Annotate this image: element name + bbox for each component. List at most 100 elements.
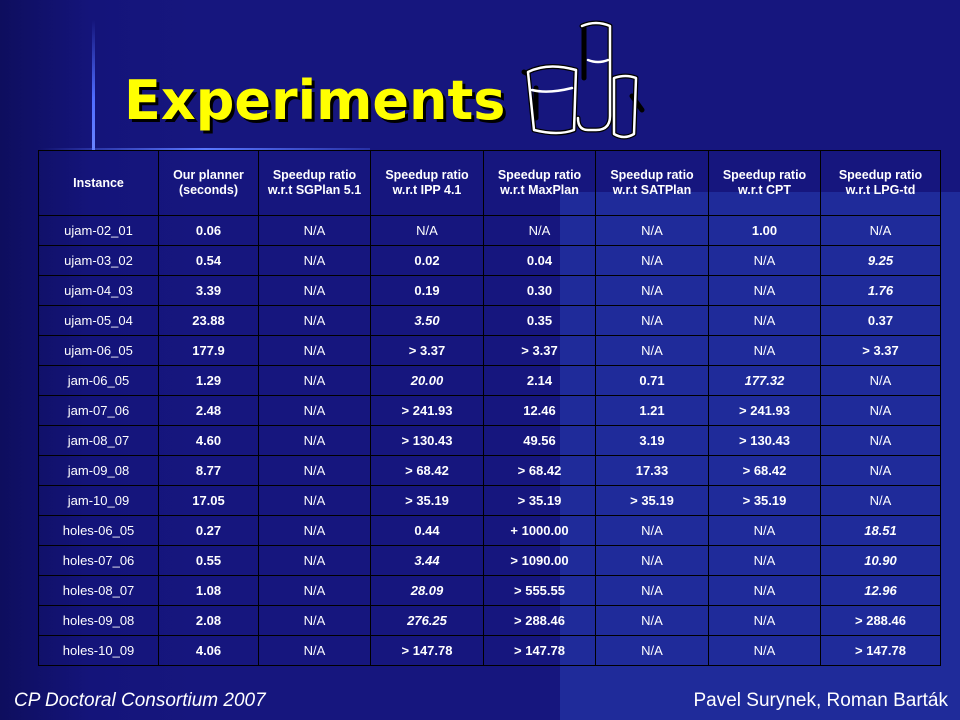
value-cell: N/A [595, 635, 709, 666]
value-cell: N/A [258, 575, 371, 606]
instance-cell: holes-07_06 [38, 545, 159, 576]
instance-cell: ujam-03_02 [38, 245, 159, 276]
value-cell: 17.33 [595, 455, 709, 486]
instance-cell: jam-07_06 [38, 395, 159, 426]
value-cell: N/A [258, 395, 371, 426]
value-cell: N/A [820, 395, 941, 426]
value-cell: > 130.43 [370, 425, 484, 456]
value-cell: N/A [595, 335, 709, 366]
column-header: Speedup ratio w.r.t LPG-td [820, 150, 941, 216]
table-row: ujam-05_04 23.88 N/A 3.50 0.35 N/A N/A 0.37 [38, 305, 941, 336]
value-cell: > 68.42 [708, 455, 821, 486]
instance-cell: jam-10_09 [38, 485, 159, 516]
value-cell: N/A [258, 545, 371, 576]
value-cell: 1.00 [708, 215, 821, 246]
value-cell: 12.96 [820, 575, 941, 606]
value-cell: 1.76 [820, 275, 941, 306]
value-cell: N/A [370, 215, 484, 246]
instance-cell: jam-09_08 [38, 455, 159, 486]
value-cell: > 241.93 [708, 395, 821, 426]
table-row: ujam-06_05 177.9 N/A > 3.37 > 3.37 N/A N/A > 3.… [38, 335, 941, 366]
instance-cell: ujam-04_03 [38, 275, 159, 306]
value-cell: > 35.19 [483, 485, 596, 516]
value-cell: 12.46 [483, 395, 596, 426]
value-cell: N/A [258, 425, 371, 456]
value-cell: N/A [258, 245, 371, 276]
value-cell: 0.30 [483, 275, 596, 306]
value-cell: 2.14 [483, 365, 596, 396]
value-cell: 1.29 [158, 365, 259, 396]
value-cell: 177.9 [158, 335, 259, 366]
value-cell: > 35.19 [370, 485, 484, 516]
value-cell: 0.19 [370, 275, 484, 306]
value-cell: N/A [595, 515, 709, 546]
value-cell: 4.06 [158, 635, 259, 666]
value-cell: N/A [258, 455, 371, 486]
instance-cell: holes-09_08 [38, 605, 159, 636]
value-cell: N/A [820, 425, 941, 456]
value-cell: > 3.37 [370, 335, 484, 366]
table-row: jam-06_05 1.29 N/A 20.00 2.14 0.71 177.32 N/A [38, 365, 941, 396]
value-cell: N/A [595, 575, 709, 606]
table-row: ujam-02_01 0.06 N/A N/A N/A N/A 1.00 N/A [38, 215, 941, 246]
value-cell: > 147.78 [820, 635, 941, 666]
value-cell: N/A [258, 215, 371, 246]
column-header: Speedup ratio w.r.t SATPlan [595, 150, 709, 216]
value-cell: 177.32 [708, 365, 821, 396]
value-cell: N/A [708, 245, 821, 276]
slide-title: Experiments [124, 69, 506, 132]
value-cell: 1.08 [158, 575, 259, 606]
table-row: ujam-03_02 0.54 N/A 0.02 0.04 N/A N/A 9.25 [38, 245, 941, 276]
value-cell: 17.05 [158, 485, 259, 516]
value-cell: N/A [258, 275, 371, 306]
value-cell: N/A [708, 575, 821, 606]
value-cell: > 35.19 [708, 485, 821, 516]
value-cell: N/A [820, 215, 941, 246]
value-cell: N/A [258, 485, 371, 516]
value-cell: 0.06 [158, 215, 259, 246]
value-cell: N/A [708, 545, 821, 576]
value-cell: 0.71 [595, 365, 709, 396]
value-cell: > 555.55 [483, 575, 596, 606]
footer-conference: CP Doctoral Consortium 2007 [14, 690, 266, 711]
value-cell: 2.08 [158, 605, 259, 636]
value-cell: 28.09 [370, 575, 484, 606]
value-cell: > 288.46 [820, 605, 941, 636]
table-row: jam-10_09 17.05 N/A > 35.19 > 35.19 > 35.19 > … [38, 485, 941, 516]
instance-cell: holes-06_05 [38, 515, 159, 546]
table-row: holes-09_08 2.08 N/A 276.25 > 288.46 N/A N/A > … [38, 605, 941, 636]
table-header-row: Instance Our planner (seconds) Speedup rat… [38, 150, 941, 216]
value-cell: N/A [258, 305, 371, 336]
value-cell: 2.48 [158, 395, 259, 426]
value-cell: N/A [595, 275, 709, 306]
value-cell: 9.25 [820, 245, 941, 276]
instance-cell: ujam-05_04 [38, 305, 159, 336]
column-header: Speedup ratio w.r.t CPT [708, 150, 821, 216]
experiments-table: Instance Our planner (seconds) Speedup rat… [38, 150, 941, 666]
value-cell: 0.04 [483, 245, 596, 276]
value-cell: N/A [258, 635, 371, 666]
table-row: ujam-04_03 3.39 N/A 0.19 0.30 N/A N/A 1.76 [38, 275, 941, 306]
value-cell: N/A [708, 335, 821, 366]
value-cell: 0.55 [158, 545, 259, 576]
value-cell: 3.44 [370, 545, 484, 576]
table-row: holes-10_09 4.06 N/A > 147.78 > 147.78 N/A N/A… [38, 635, 941, 666]
value-cell: N/A [820, 485, 941, 516]
value-cell: > 35.19 [595, 485, 709, 516]
value-cell: 8.77 [158, 455, 259, 486]
column-header: Speedup ratio w.r.t IPP 4.1 [370, 150, 484, 216]
value-cell: N/A [483, 215, 596, 246]
table-row: holes-08_07 1.08 N/A 28.09 > 555.55 N/A N/A 12.… [38, 575, 941, 606]
value-cell: N/A [258, 605, 371, 636]
instance-cell: ujam-02_01 [38, 215, 159, 246]
value-cell: 4.60 [158, 425, 259, 456]
value-cell: N/A [258, 365, 371, 396]
value-cell: 0.27 [158, 515, 259, 546]
lab-beakers-icon [521, 20, 645, 140]
value-cell: N/A [708, 515, 821, 546]
value-cell: 1.21 [595, 395, 709, 426]
footer-authors: Pavel Surynek, Roman Barták [693, 690, 948, 711]
table-row: jam-09_08 8.77 N/A > 68.42 > 68.42 17.33 > 68.… [38, 455, 941, 486]
value-cell: 18.51 [820, 515, 941, 546]
value-cell: 276.25 [370, 605, 484, 636]
